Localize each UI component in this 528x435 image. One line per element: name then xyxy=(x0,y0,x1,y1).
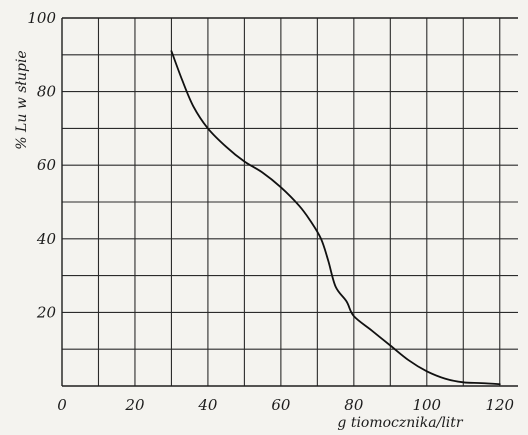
y-tick-label: 40 xyxy=(36,230,57,248)
x-tick-label: 20 xyxy=(124,396,145,414)
series-line xyxy=(170,50,501,386)
y-tick-labels: 20 40 60 80 100 xyxy=(27,9,56,321)
y-tick-label: 20 xyxy=(36,303,57,321)
y-tick-label: 80 xyxy=(37,83,57,101)
x-tick-label: 0 xyxy=(57,396,67,414)
y-tick-label: 60 xyxy=(37,156,57,174)
x-tick-label: 40 xyxy=(197,396,218,414)
grid xyxy=(61,17,518,387)
y-axis-title: % Lu w słupie xyxy=(14,50,30,149)
x-tick-labels: 0 20 40 60 80 100 120 xyxy=(57,396,514,414)
series xyxy=(170,50,501,386)
x-tick-label: 60 xyxy=(271,396,291,414)
x-axis-title: g tiomocznika/litr xyxy=(337,415,463,431)
x-tick-label: 100 xyxy=(412,396,441,414)
x-tick-label: 80 xyxy=(344,396,364,414)
x-tick-label: 120 xyxy=(485,396,514,414)
y-tick-label: 100 xyxy=(27,9,56,27)
